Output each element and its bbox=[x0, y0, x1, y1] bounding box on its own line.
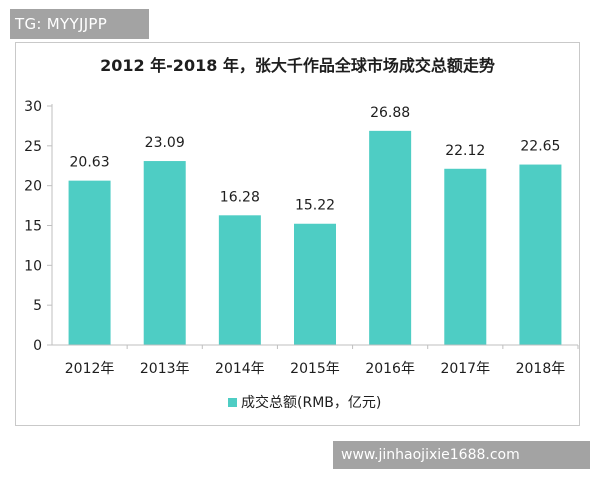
x-axis: 2012年 2013年 2014年 2015年 2016年 2017年 2018年 bbox=[52, 344, 579, 377]
bar bbox=[68, 180, 111, 345]
bar-value-label: 23.09 bbox=[145, 135, 185, 151]
y-tick-label: 30 bbox=[24, 99, 42, 115]
bar-value-label: 26.88 bbox=[370, 105, 410, 121]
bars bbox=[68, 130, 562, 345]
bar bbox=[519, 164, 562, 345]
x-tick-label: 2017年 bbox=[440, 361, 490, 377]
y-tick-label: 20 bbox=[24, 179, 42, 195]
x-tick-label: 2016年 bbox=[365, 361, 415, 377]
bar bbox=[143, 161, 186, 345]
x-tick-label: 2013年 bbox=[140, 361, 190, 377]
y-axis: 0 5 10 15 20 25 30 bbox=[24, 99, 53, 354]
bar-value-label: 22.12 bbox=[445, 143, 485, 159]
y-tick-label: 25 bbox=[24, 139, 42, 155]
x-tick-label: 2015年 bbox=[290, 361, 340, 377]
y-tick-label: 10 bbox=[24, 258, 42, 274]
y-tick-label: 0 bbox=[33, 338, 42, 354]
bar-value-label: 15.22 bbox=[295, 198, 335, 214]
legend-label: 成交总额(RMB，亿元) bbox=[241, 394, 381, 411]
bar bbox=[369, 130, 412, 345]
y-tick-label: 15 bbox=[24, 219, 42, 235]
chart-title: 2012 年-2018 年，张大千作品全球市场成交总额走势 bbox=[100, 56, 495, 75]
value-labels: 20.63 23.09 16.28 15.22 26.88 22.12 22.65 bbox=[70, 105, 561, 214]
bar bbox=[444, 168, 487, 345]
legend-swatch bbox=[228, 398, 237, 407]
bar-value-label: 16.28 bbox=[220, 189, 260, 205]
bar bbox=[218, 215, 261, 345]
watermark-bottom: www.jinhaojixie1688.com bbox=[333, 441, 590, 469]
x-tick-label: 2012年 bbox=[65, 361, 115, 377]
watermark-top: TG: MYYJJPP bbox=[10, 9, 149, 39]
bar bbox=[294, 223, 336, 345]
bar-value-label: 20.63 bbox=[70, 155, 110, 171]
y-tick-label: 5 bbox=[33, 298, 42, 314]
x-tick-label: 2018年 bbox=[516, 361, 566, 377]
legend: 成交总额(RMB，亿元) bbox=[228, 394, 381, 411]
bar-value-label: 22.65 bbox=[520, 139, 560, 155]
x-tick-label: 2014年 bbox=[215, 361, 265, 377]
